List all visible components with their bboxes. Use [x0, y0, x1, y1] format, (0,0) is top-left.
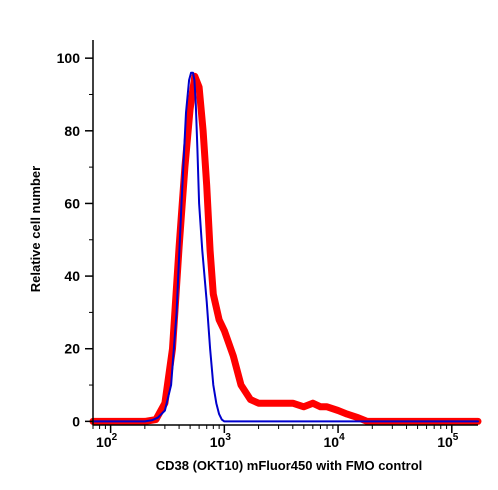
series-line-2: [92, 71, 479, 423]
y-tick-label: 0: [72, 413, 80, 429]
y-axis-title: Relative cell number: [28, 166, 43, 292]
x-axis-title: CD38 (OKT10) mFluor450 with FMO control: [156, 458, 423, 473]
y-tick-label: 40: [64, 268, 80, 284]
x-tick-base: 10: [323, 434, 339, 450]
y-tick-label: 20: [64, 341, 80, 357]
series-line-1: [89, 72, 482, 425]
x-tick-exponent: 2: [112, 432, 118, 443]
x-tick-base: 10: [96, 434, 112, 450]
x-tick-label: 103: [210, 432, 232, 450]
x-tick-base: 10: [437, 434, 453, 450]
y-tick-label: 60: [64, 195, 80, 211]
x-tick-exponent: 4: [339, 432, 345, 443]
x-tick-base: 10: [210, 434, 226, 450]
series-layer: [89, 71, 482, 425]
x-tick-exponent: 5: [453, 432, 459, 443]
y-tick-label: 100: [57, 50, 81, 66]
x-tick-exponent: 3: [225, 432, 231, 443]
y-tick-label: 80: [64, 123, 80, 139]
x-tick-label: 102: [96, 432, 118, 450]
x-tick-label: 104: [323, 432, 345, 450]
x-tick-label: 105: [437, 432, 459, 450]
